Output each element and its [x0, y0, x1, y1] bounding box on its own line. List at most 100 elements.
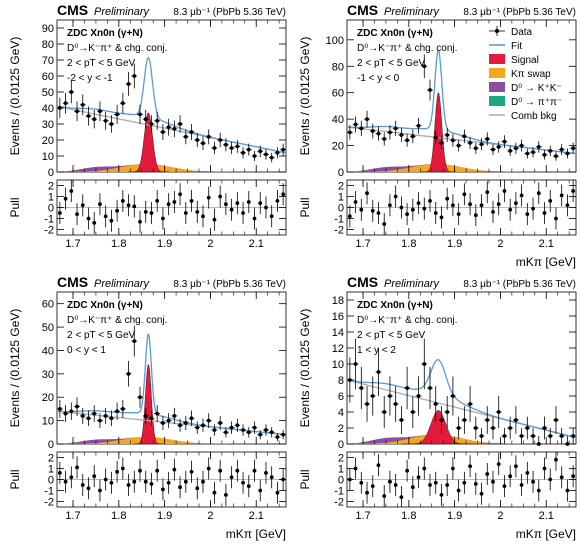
data-point	[467, 136, 473, 150]
data-point	[205, 413, 212, 429]
pull-point	[382, 485, 387, 507]
pull-marker	[565, 488, 570, 493]
y-tick-label: 60	[42, 71, 54, 83]
pull-point	[451, 194, 455, 217]
pull-axis-title: Pull	[298, 469, 312, 489]
preliminary-label: Preliminary	[94, 278, 151, 290]
legend-entry: Fit	[489, 41, 522, 52]
data-point	[501, 135, 508, 148]
pull-point	[491, 200, 495, 223]
pull-point	[433, 202, 438, 224]
y-tick-label: 80	[332, 61, 344, 73]
data-marker	[353, 362, 358, 366]
data-marker	[525, 426, 530, 430]
pull-point	[80, 474, 85, 496]
data-marker	[57, 407, 62, 411]
data-marker	[126, 82, 131, 86]
data-marker	[212, 146, 217, 150]
pull-point	[548, 189, 553, 212]
legend-label: Signal	[511, 55, 539, 66]
data-marker	[229, 146, 234, 150]
data-point	[79, 94, 86, 116]
pull-marker	[347, 214, 352, 219]
data-marker	[479, 434, 484, 438]
data-point	[530, 428, 536, 444]
pull-point	[525, 461, 530, 484]
data-marker	[92, 411, 97, 416]
data-point	[484, 406, 491, 434]
y-tick-label: 20	[42, 135, 54, 147]
data-points	[347, 54, 576, 161]
data-marker	[229, 425, 234, 430]
data-point	[387, 376, 393, 416]
pull-point	[445, 187, 450, 210]
pull-marker	[149, 482, 154, 486]
pull-point	[382, 213, 387, 235]
pull-point	[496, 453, 501, 476]
data-marker	[246, 430, 251, 435]
pull-marker	[258, 201, 263, 206]
y-tick-label: 20	[332, 141, 344, 153]
data-point	[57, 399, 63, 418]
data-point	[97, 413, 103, 429]
pull-point	[508, 198, 513, 221]
pull-marker	[376, 463, 381, 468]
pull-point	[456, 203, 461, 226]
data-marker	[258, 432, 263, 437]
data-point	[182, 415, 189, 430]
data-marker	[376, 131, 381, 136]
data-marker	[496, 410, 501, 414]
data-point	[85, 106, 92, 126]
y-tick-label: 12	[332, 343, 344, 355]
data-point	[558, 144, 565, 155]
pull-marker	[126, 203, 131, 208]
data-marker	[172, 414, 177, 418]
pull-marker	[132, 479, 137, 484]
data-marker	[451, 394, 455, 398]
data-marker	[485, 418, 490, 422]
pull-point	[75, 456, 79, 479]
data-marker	[161, 421, 165, 425]
pull-marker	[496, 462, 501, 466]
pull-points	[57, 456, 286, 506]
data-marker	[98, 418, 102, 423]
x-tick-label: 1.7	[355, 510, 370, 522]
data-marker	[109, 122, 114, 126]
pull-point	[189, 460, 194, 483]
y-tick-label: 4	[338, 407, 344, 419]
pull-marker	[206, 195, 211, 200]
pull-point	[365, 182, 369, 205]
data-marker	[155, 411, 160, 416]
data-point	[74, 397, 80, 416]
pull-tick-label: 0	[338, 203, 344, 215]
pull-point	[183, 202, 188, 224]
pull-marker	[212, 490, 217, 495]
pull-marker	[536, 488, 541, 493]
pull-point	[542, 202, 547, 224]
data-marker	[554, 154, 558, 159]
pull-point	[132, 470, 137, 493]
fit-line	[347, 359, 576, 439]
data-point	[427, 79, 433, 101]
x-axis-title: mKπ [GeV]	[226, 527, 286, 541]
data-marker	[86, 114, 91, 118]
data-point	[240, 424, 246, 436]
pull-marker	[138, 219, 142, 224]
data-point	[79, 407, 86, 425]
data-points	[57, 325, 286, 442]
pull-marker	[75, 212, 79, 217]
pull-marker	[479, 203, 484, 208]
y-tick-label: 0	[338, 167, 344, 179]
info-line: 2 < pT < 5 GeV	[357, 58, 426, 69]
signal-component	[421, 92, 456, 172]
legend: Data Fit Signal Kπ swap D⁰ → K⁺K⁻ D⁰ → π⁺π⁻ Co…	[489, 26, 562, 122]
data-point	[274, 432, 281, 442]
info-line: D⁰→K⁻π⁺ & chg. conj.	[357, 315, 457, 326]
data-point	[438, 406, 445, 434]
legend-fill-swatch	[489, 54, 505, 64]
fit-line	[57, 57, 286, 154]
y-tick-label: 14	[332, 327, 344, 339]
data-marker	[519, 434, 524, 438]
pull-marker	[195, 210, 200, 214]
